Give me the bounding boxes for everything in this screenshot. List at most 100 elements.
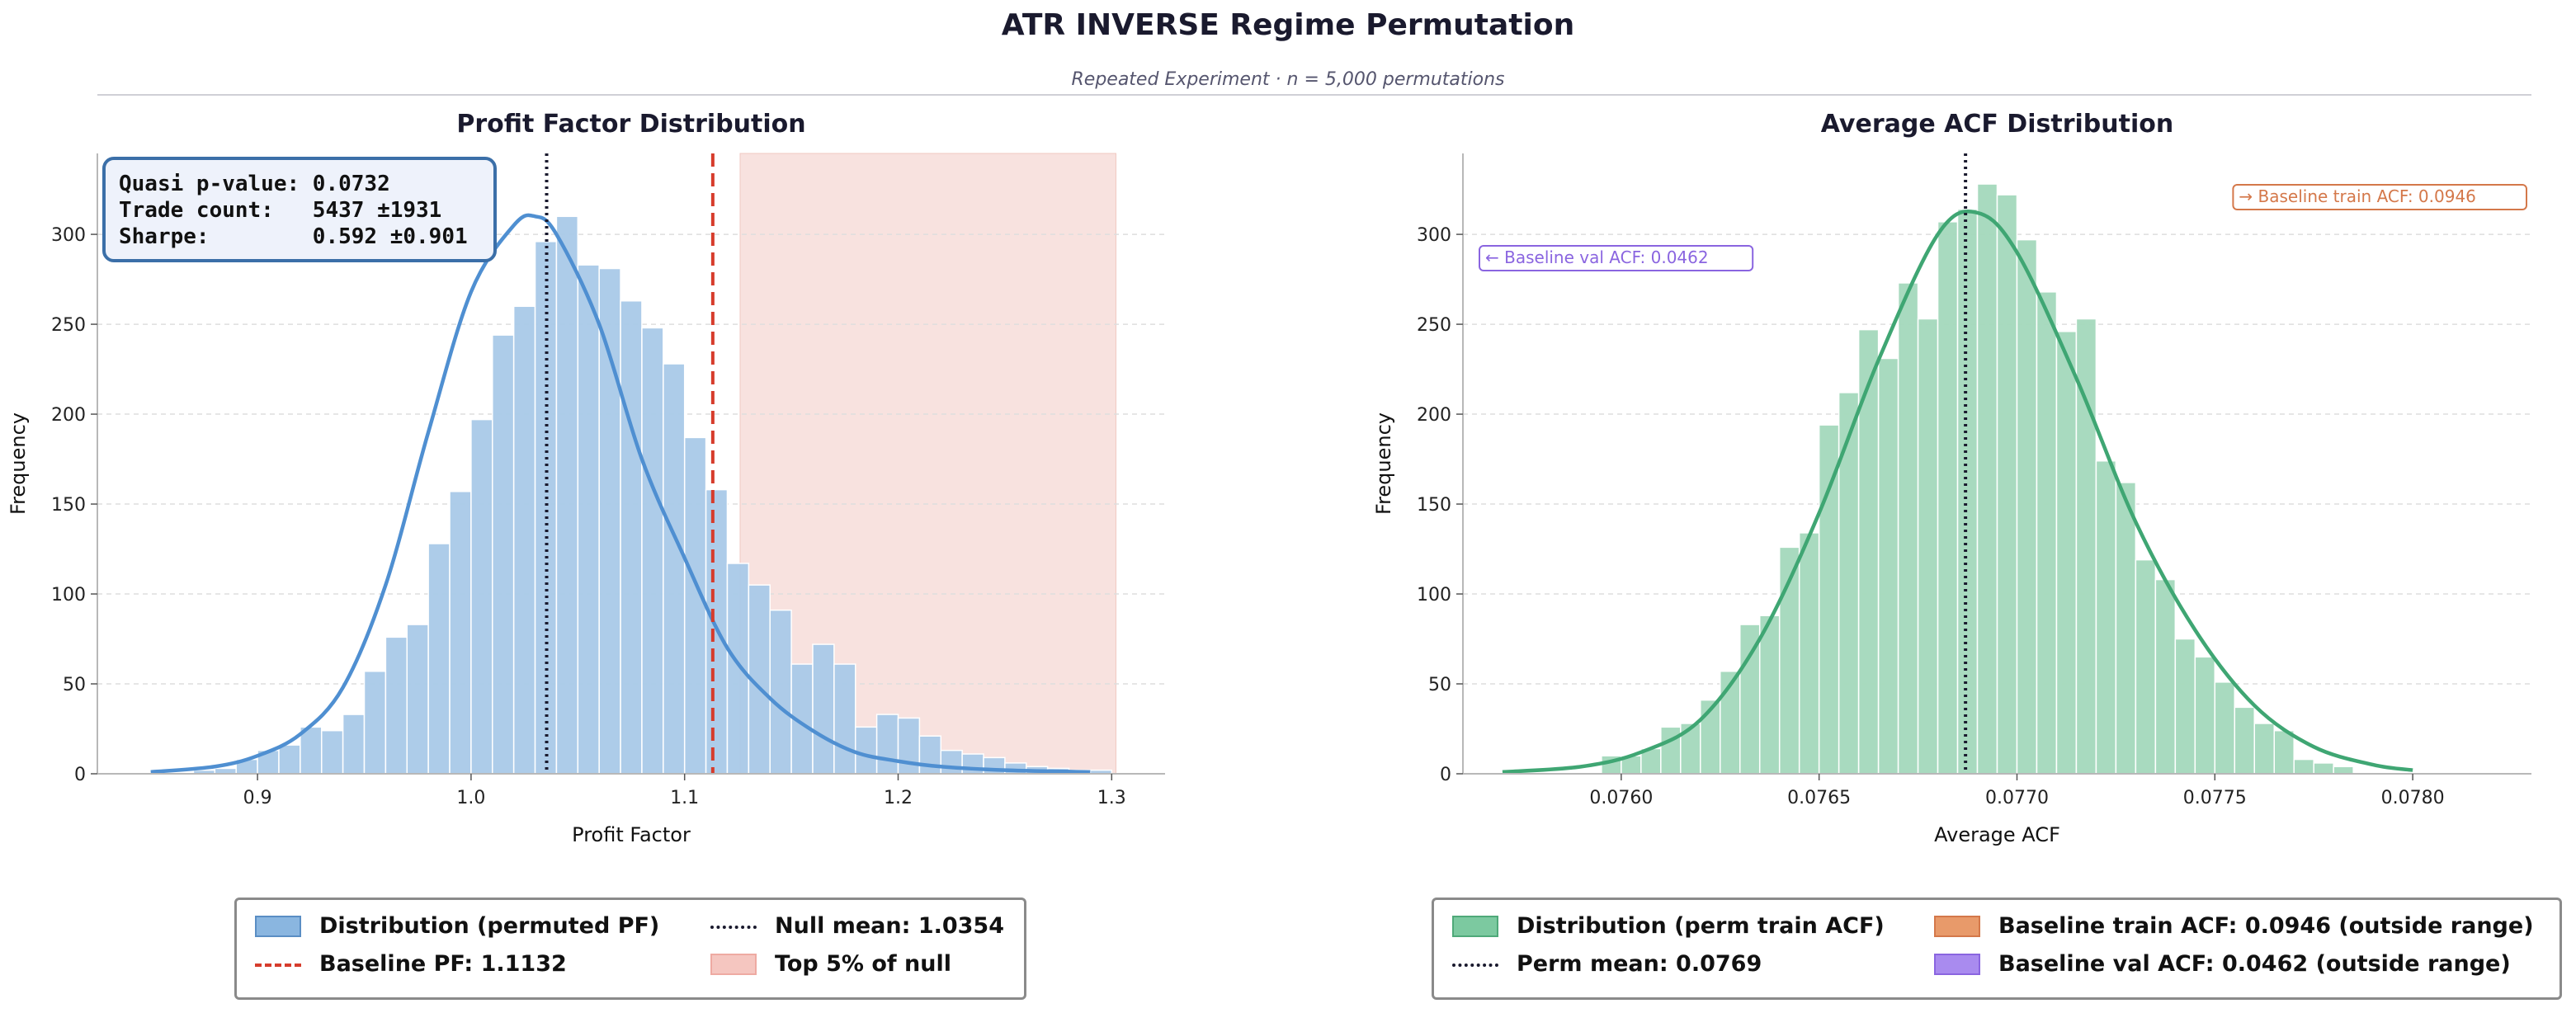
histogram-bar [1956, 208, 1979, 775]
histogram-bar [2253, 723, 2275, 775]
histogram-bar [2194, 656, 2216, 775]
x-tick-label: 1.3 [1097, 788, 1126, 808]
histogram-bar [1758, 615, 1781, 775]
y-axis-label: Frequency [7, 412, 30, 515]
histogram-bar [2293, 758, 2314, 775]
histogram-bar [1917, 318, 1939, 775]
x-axis-label: Profit Factor [572, 823, 691, 846]
legend-item: Baseline PF: 1.1132 [255, 951, 567, 977]
y-tick-label: 100 [1417, 585, 1451, 605]
y-tick-label: 50 [1428, 675, 1451, 695]
y-tick-label: 0 [74, 765, 86, 785]
x-tick-label: 0.0760 [1589, 788, 1653, 808]
legend-label: Top 5% of null [775, 951, 951, 977]
legend-item: Baseline val ACF: 0.0462 (outside range) [1934, 951, 2511, 977]
legend-swatch-line [710, 916, 757, 937]
y-axis-label: Frequency [1372, 412, 1395, 515]
legend-item: Baseline train ACF: 0.0946 (outside rang… [1934, 913, 2534, 939]
y-tick-label: 250 [1417, 315, 1451, 336]
histogram-bar [300, 726, 323, 775]
histogram-bar [854, 726, 878, 775]
y-tick-label: 150 [1417, 495, 1451, 516]
y-tick-label: 50 [63, 675, 86, 695]
histogram-bar [534, 241, 558, 775]
average-acf-chart: 0 50 100 150 200 250 300 0.0760 0.0765 0.0770 0.07… [1372, 110, 2531, 846]
x-tick-label: 1.2 [884, 788, 913, 808]
histogram-bar [577, 264, 600, 775]
x-tick-label: 0.0770 [1985, 788, 2049, 808]
stats-line-p-value: Quasi p-value: 0.0732 [119, 172, 390, 196]
histogram-bar [2214, 681, 2236, 775]
histogram-bar [320, 729, 344, 775]
histogram-bar [1857, 328, 1880, 775]
histogram-bar [940, 749, 963, 775]
histogram-bar [2313, 762, 2334, 775]
legend-item: Distribution (perm train ACF) [1452, 913, 1885, 939]
x-axis-label: Average ACF [1934, 823, 2060, 846]
figure-subtitle: Repeated Experiment · n = 5,000 permutat… [1071, 69, 1505, 90]
histogram-bar [2333, 766, 2354, 775]
histogram-bar [363, 671, 387, 775]
annotation-text: ← Baseline val ACF: 0.0462 [1485, 247, 1709, 267]
histogram-bar [406, 624, 429, 775]
histogram-bar [683, 436, 707, 775]
histogram-bar [1877, 357, 1899, 775]
legend-swatch-patch [1934, 953, 1980, 975]
legend-swatch-patch [710, 953, 757, 975]
histogram-bar [598, 267, 621, 775]
histogram-bar [427, 543, 451, 775]
y-tick-label: 200 [51, 405, 86, 426]
panel-title: Average ACF Distribution [1821, 110, 2173, 139]
histogram-bar [1937, 221, 1959, 775]
histogram-bar [1838, 392, 1860, 775]
stats-line-trade-count: Trade count: 5437 ±1931 [119, 198, 442, 223]
histogram-bar [512, 305, 536, 775]
histogram-bar [385, 636, 408, 775]
legend-swatch-line [255, 954, 301, 975]
histogram-bar [620, 299, 643, 775]
histogram-bar [1798, 532, 1820, 775]
legend-item: Distribution (permuted PF) [255, 913, 659, 939]
annotation-box [2232, 184, 2528, 210]
histogram-bar [492, 334, 515, 775]
histogram-bar [278, 744, 301, 775]
x-tick-label: 1.0 [456, 788, 485, 808]
histogram-bar [2016, 238, 2038, 775]
histogram-bar [1996, 194, 2018, 775]
y-tick-label: 100 [51, 585, 86, 605]
histogram-bar [2234, 706, 2256, 775]
annotation-box [1479, 245, 1754, 271]
kde-curve [1502, 210, 2413, 775]
stats-line-sharpe: Sharpe: 0.592 ±0.901 [119, 224, 468, 249]
legend-label: Distribution (perm train ACF) [1517, 913, 1885, 939]
panel-title: Profit Factor Distribution [456, 110, 805, 139]
legend-swatch-line [1452, 954, 1498, 975]
legend-average-acf: Distribution (perm train ACF) Baseline tr… [1432, 898, 2562, 1000]
histogram-bar [2115, 482, 2137, 775]
legend-label: Perm mean: 0.0769 [1517, 951, 1762, 977]
histogram-bar [470, 418, 493, 775]
x-tick-label: 0.0775 [2183, 788, 2247, 808]
histogram-bar [2095, 459, 2117, 775]
histogram-bar [2174, 638, 2196, 775]
histogram-bar [2273, 729, 2295, 775]
x-tick-label: 0.9 [243, 788, 272, 808]
x-tick-label: 0.0765 [1787, 788, 1851, 808]
y-tick-label: 250 [51, 315, 86, 336]
legend-profit-factor: Distribution (permuted PF) Null mean: 1.0… [234, 898, 1026, 1000]
histogram-bar [663, 363, 686, 775]
histogram-bar [641, 327, 664, 775]
histogram-bar [1660, 726, 1682, 775]
y-tick-label: 300 [51, 225, 86, 246]
legend-label: Null mean: 1.0354 [775, 913, 1005, 939]
histogram-bar [769, 609, 792, 775]
histogram-bar [726, 563, 750, 775]
histogram-bar [2036, 291, 2058, 775]
legend-swatch-patch [255, 915, 301, 937]
annotation-text: → Baseline train ACF: 0.0946 [2239, 186, 2476, 206]
histogram-bar [2154, 578, 2177, 775]
histogram-bar [875, 714, 899, 775]
histogram-bar [1976, 183, 1998, 775]
histogram-bar [833, 663, 856, 775]
stats-box: Quasi p-value: 0.0732 Trade count: 5437 … [102, 157, 497, 262]
